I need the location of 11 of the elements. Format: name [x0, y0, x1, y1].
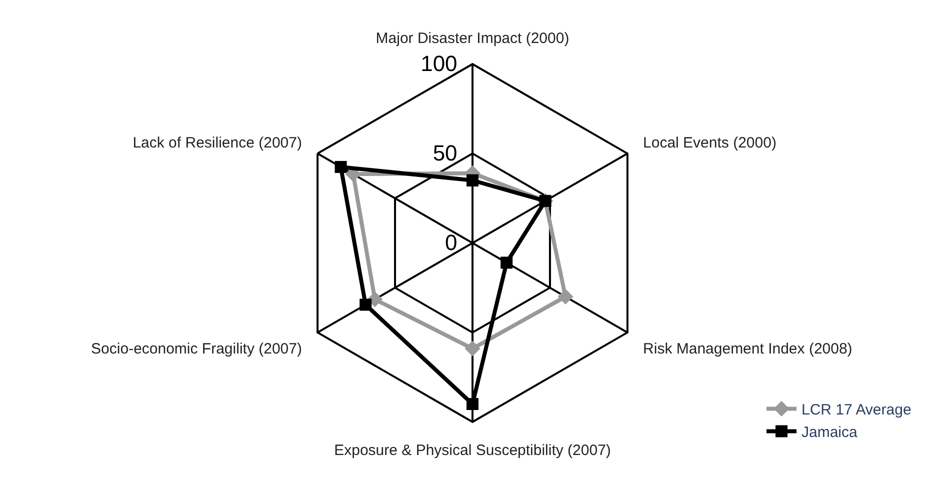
legend-label: LCR 17 Average	[802, 402, 912, 419]
spoke-label: Socio-economic Fragility (2007)	[91, 340, 302, 358]
y-tick-label: 0	[445, 230, 458, 256]
spoke-label: Local Events (2000)	[643, 134, 776, 152]
spoke-label: Risk Management Index (2008)	[643, 340, 852, 358]
spoke-label: Major Disaster Impact (2000)	[376, 30, 570, 48]
spoke-label: Lack of Resilience (2007)	[132, 134, 302, 152]
legend-label: Jamaica	[802, 424, 858, 442]
y-tick-label: 50	[432, 140, 458, 166]
y-tick-label: 100	[420, 51, 458, 76]
spoke-label: Exposure & Physical Susceptibility (2007)	[334, 442, 611, 459]
